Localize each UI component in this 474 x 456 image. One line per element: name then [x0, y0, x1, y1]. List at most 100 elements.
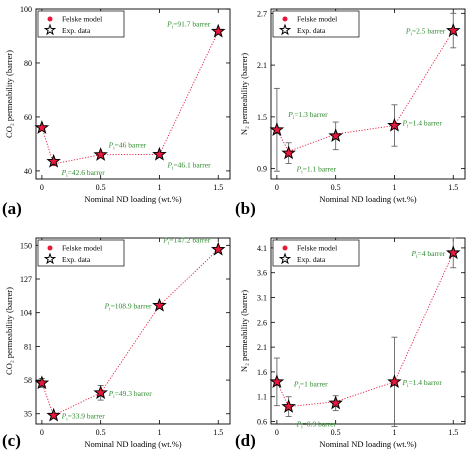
x-tick-label: 0.5 — [96, 183, 106, 192]
panel-label: (a) — [2, 199, 22, 218]
x-axis-label: Nominal ND loading (wt.%) — [84, 439, 181, 449]
legend-model-marker — [47, 245, 53, 251]
legend-model-label: Felske model — [62, 244, 102, 253]
annotation-value: =49.3 barrer — [115, 389, 153, 398]
y-axis-label: N₂ permeability (barrer) — [239, 290, 249, 372]
legend: Felske model Exp. data — [37, 239, 125, 267]
y-tick-label: 0.9 — [257, 165, 267, 174]
y-axis-label: N₂ permeability (barrer) — [239, 53, 249, 135]
exp-data-point — [152, 146, 167, 161]
annotation-value: =2.5 barrer — [412, 27, 446, 36]
exp-data-point — [46, 407, 61, 422]
x-tick-label: 1.5 — [213, 428, 223, 437]
y-axis-label: CO₂ permeability (barrer) — [4, 287, 14, 375]
exp-data-point — [93, 385, 108, 399]
legend-exp-label: Exp. data — [62, 255, 91, 264]
y-tick-label: 80 — [24, 59, 32, 68]
x-tick-label: 1.5 — [448, 428, 458, 437]
value-annotation: Pi=42.6 barrer — [61, 168, 106, 179]
exp-data-point — [269, 374, 285, 389]
legend-model-marker — [47, 16, 53, 22]
exp-data-point — [281, 145, 296, 160]
legend-model-marker — [282, 245, 288, 251]
x-axis-label: Nominal ND loading (wt.%) — [319, 194, 416, 204]
plot-frame — [35, 237, 231, 425]
value-annotation: Pi=1.4 barrer — [401, 118, 442, 129]
value-annotation: Pi=91.7 barrer — [166, 19, 211, 30]
value-annotation: Pi=2.5 barrer — [405, 27, 446, 38]
y-tick-label: 2.7 — [257, 9, 267, 18]
exp-data-point — [445, 245, 461, 260]
value-annotation: Pi=49.3 barrer — [108, 389, 153, 400]
exp-data-point — [210, 241, 226, 256]
x-tick-label: 0 — [275, 428, 279, 437]
value-annotation: Pi=46.1 barrer — [166, 160, 211, 171]
annotation-value: =42.6 barrer — [68, 168, 106, 177]
y-tick-label: 2.1 — [257, 61, 267, 70]
exp-data-point — [328, 128, 343, 143]
annotation-value: =1.4 barrer — [408, 378, 442, 387]
y-tick-label: 1.5 — [257, 113, 267, 122]
legend-model-marker — [282, 16, 288, 22]
panel-b: 0 0.5 1 1.5 0.9 1.5 2.1 2.7 Nominal ND loading (… — [235, 8, 466, 218]
annotation-value: =46.1 barrer — [173, 160, 211, 169]
annotation-value: =108.9 barrer — [111, 302, 152, 311]
panel-a: 0 0.5 1 1.5 40 60 80 100 Nominal ND loading (wt.… — [2, 5, 231, 218]
model-line — [41, 31, 219, 165]
y-tick-label: 81 — [24, 342, 32, 351]
legend: Felske model Exp. data — [272, 239, 360, 267]
y-tick-label: 150 — [20, 241, 32, 250]
y-tick-label: 3.6 — [257, 269, 267, 278]
exp-data-point — [93, 147, 108, 161]
plot-frame — [35, 8, 231, 180]
y-tick-label: 58 — [24, 376, 32, 385]
value-annotation: Pi=46 barrer — [108, 141, 147, 152]
panel-d: 0 0.5 1 1.5 0.6 1.1 1.6 2.1 2.6 3.1 3.6 4.1 Nominal … — [235, 237, 466, 450]
x-tick-label: 0.5 — [331, 428, 341, 437]
panel-label: (d) — [235, 431, 256, 450]
annotation-value: =1.3 barrer — [294, 110, 328, 119]
y-tick-label: 60 — [24, 113, 32, 122]
exp-data-point — [34, 375, 50, 390]
y-tick-label: 1.6 — [257, 368, 267, 377]
x-tick-label: 0.5 — [96, 428, 106, 437]
exp-data-point — [387, 117, 402, 132]
exp-data-point — [210, 23, 226, 38]
exp-data-point — [46, 153, 61, 168]
panel-label: (c) — [2, 431, 21, 450]
x-axis-label: Nominal ND loading (wt.%) — [84, 194, 181, 204]
x-tick-label: 0.5 — [331, 183, 341, 192]
y-tick-label: 2.1 — [257, 343, 267, 352]
annotation-value: =1 barrer — [300, 380, 328, 389]
y-tick-label: 100 — [20, 5, 32, 14]
legend-model-label: Felske model — [297, 15, 337, 24]
y-tick-label: 104 — [20, 309, 32, 318]
x-axis-label: Nominal ND loading (wt.%) — [319, 439, 416, 449]
legend-exp-marker — [43, 23, 57, 36]
legend-exp-label: Exp. data — [297, 255, 326, 264]
legend-exp-marker — [43, 252, 57, 265]
y-tick-label: 0.6 — [257, 418, 267, 427]
value-annotation: Pi=108.9 barrer — [104, 302, 152, 313]
value-annotation: Pi=1 barrer — [293, 380, 328, 391]
y-tick-label: 3.1 — [257, 294, 267, 303]
y-tick-label: 35 — [24, 410, 32, 419]
y-axis-label: CO₂ permeability (barrer) — [4, 50, 14, 138]
annotation-value: =33.9 barrer — [68, 411, 106, 420]
legend: Felske model Exp. data — [272, 10, 360, 38]
annotation-value: =91.7 barrer — [173, 19, 211, 28]
panel-c: 0 0.5 1 1.5 35 58 81 104 127 150 Nominal ND loadin… — [2, 235, 231, 450]
value-annotation: Pi=0.9 barrer — [296, 420, 337, 431]
value-annotation: Pi=33.9 barrer — [61, 411, 106, 422]
value-annotation: Pi=1.1 barrer — [296, 164, 337, 175]
y-tick-label: 40 — [24, 167, 32, 176]
x-tick-label: 1 — [392, 428, 396, 437]
x-tick-label: 1 — [157, 183, 161, 192]
value-annotation: Pi=1.4 barrer — [401, 378, 442, 389]
x-tick-label: 1 — [157, 428, 161, 437]
annotation-value: =4 barrer — [417, 249, 445, 258]
annotation-value: =147.2 barrer — [169, 235, 210, 244]
y-tick-label: 1.1 — [257, 393, 267, 402]
legend-exp-label: Exp. data — [62, 26, 91, 35]
